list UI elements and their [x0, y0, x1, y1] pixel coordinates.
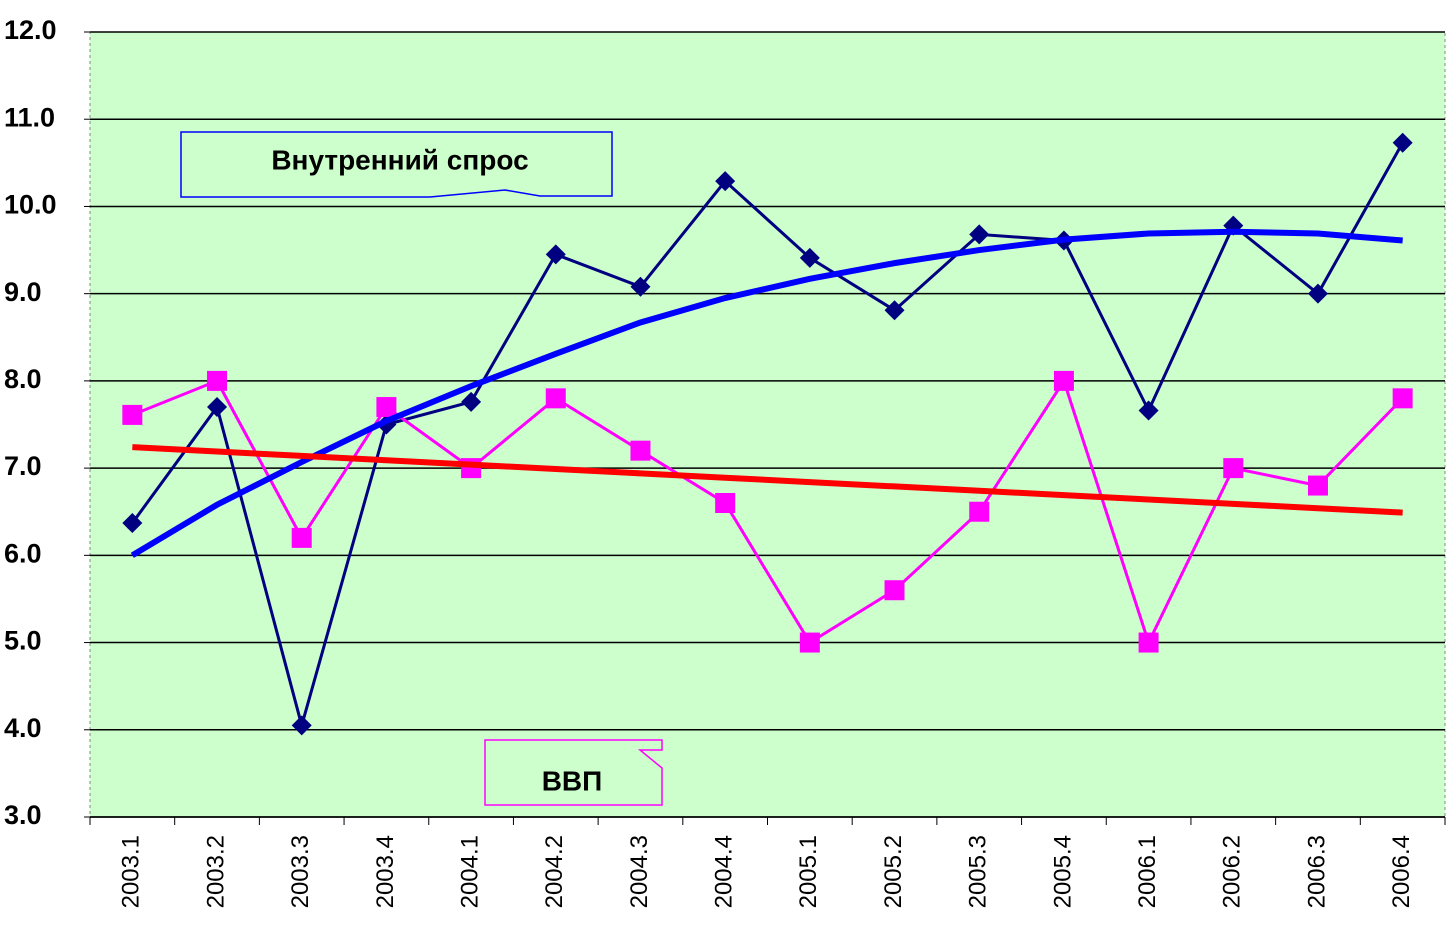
marker [630, 440, 651, 461]
annotation: ВВП [542, 765, 603, 796]
x-tick-label: 2003.2 [202, 835, 229, 908]
marker [969, 224, 990, 245]
marker [1053, 370, 1074, 391]
marker [122, 404, 143, 425]
y-tick-label: 4.0 [4, 713, 42, 743]
x-tick-label: 2005.4 [1049, 835, 1076, 908]
y-tick-label: 11.0 [4, 102, 55, 132]
trend-line [130, 228, 1403, 558]
marker [1223, 458, 1244, 479]
x-tick-label: 2006.3 [1303, 835, 1330, 908]
marker [715, 493, 736, 513]
marker [1307, 283, 1328, 304]
marker [969, 501, 990, 522]
y-tick-label: 3.0 [4, 800, 42, 830]
marker [799, 247, 820, 268]
marker [291, 715, 312, 736]
x-tick-label: 2005.3 [965, 835, 992, 908]
marker [1138, 632, 1159, 653]
x-tick-label: 2005.1 [795, 835, 822, 908]
x-tick-label: 2004.2 [541, 835, 568, 908]
y-tick-label: 5.0 [4, 626, 42, 656]
marker [630, 276, 651, 297]
y-tick-label: 9.0 [4, 277, 42, 307]
marker [207, 370, 228, 391]
x-tick-label: 2005.2 [880, 835, 907, 908]
x-tick-label: 2006.1 [1134, 835, 1161, 908]
x-tick-label: 2003.3 [287, 835, 314, 908]
marker [207, 397, 228, 418]
x-tick-label: 2004.4 [711, 835, 738, 908]
y-tick-label: 12.0 [4, 15, 57, 45]
marker [884, 580, 905, 601]
x-tick-label: 2003.1 [118, 835, 145, 908]
y-tick-label: 10.0 [4, 190, 57, 220]
marker [461, 391, 482, 412]
marker [715, 171, 736, 192]
x-tick-label: 2004.1 [456, 835, 483, 908]
marker [1392, 132, 1413, 153]
marker [545, 244, 566, 265]
x-tick-label: 2006.4 [1388, 835, 1415, 908]
x-tick-label: 2006.2 [1219, 835, 1246, 908]
annotation: Внутренний спрос [271, 144, 528, 175]
trend-line [132, 444, 1403, 516]
marker [376, 397, 397, 418]
x-tick-label: 2003.4 [372, 835, 399, 908]
marker [1392, 388, 1413, 409]
x-tick-label: 2004.3 [626, 835, 653, 908]
y-tick-label: 8.0 [4, 364, 42, 394]
marker [461, 458, 482, 479]
callout-box [180, 131, 613, 198]
marker [545, 388, 566, 409]
y-tick-label: 7.0 [4, 451, 42, 481]
callout-box [484, 739, 663, 806]
marker [799, 632, 820, 653]
marker [122, 513, 143, 534]
marker [1138, 400, 1159, 421]
series-line [131, 142, 1404, 732]
marker [884, 300, 905, 321]
marker [1307, 475, 1328, 496]
series-line [131, 377, 1404, 647]
y-tick-label: 6.0 [4, 538, 42, 568]
marker [291, 527, 312, 548]
